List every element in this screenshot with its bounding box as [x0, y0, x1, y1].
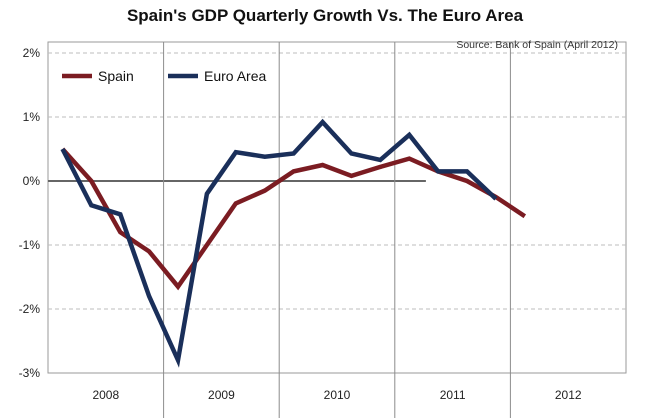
series-line-spain: [60, 147, 527, 291]
y-tick-label: 2%: [23, 46, 41, 60]
x-tick-label: 2012: [555, 388, 582, 402]
x-tick-label: 2010: [324, 388, 351, 402]
y-tick-label: -2%: [19, 302, 41, 316]
legend-label: Spain: [98, 68, 134, 84]
y-tick-label: 1%: [23, 110, 41, 124]
series-line-euro-area: [60, 118, 498, 368]
chart-title: Spain's GDP Quarterly Growth Vs. The Eur…: [126, 6, 524, 25]
x-tick-label: 2009: [208, 388, 235, 402]
x-tick-label: 2008: [92, 388, 119, 402]
x-tick-label: 2011: [440, 388, 466, 402]
y-tick-label: -1%: [19, 238, 41, 252]
y-tick-label: 0%: [23, 174, 41, 188]
legend-label: Euro Area: [204, 68, 266, 84]
y-tick-label: -3%: [19, 366, 41, 380]
plot-area: [47, 41, 627, 374]
source-note: Source: Bank of Spain (April 2012): [456, 39, 618, 51]
